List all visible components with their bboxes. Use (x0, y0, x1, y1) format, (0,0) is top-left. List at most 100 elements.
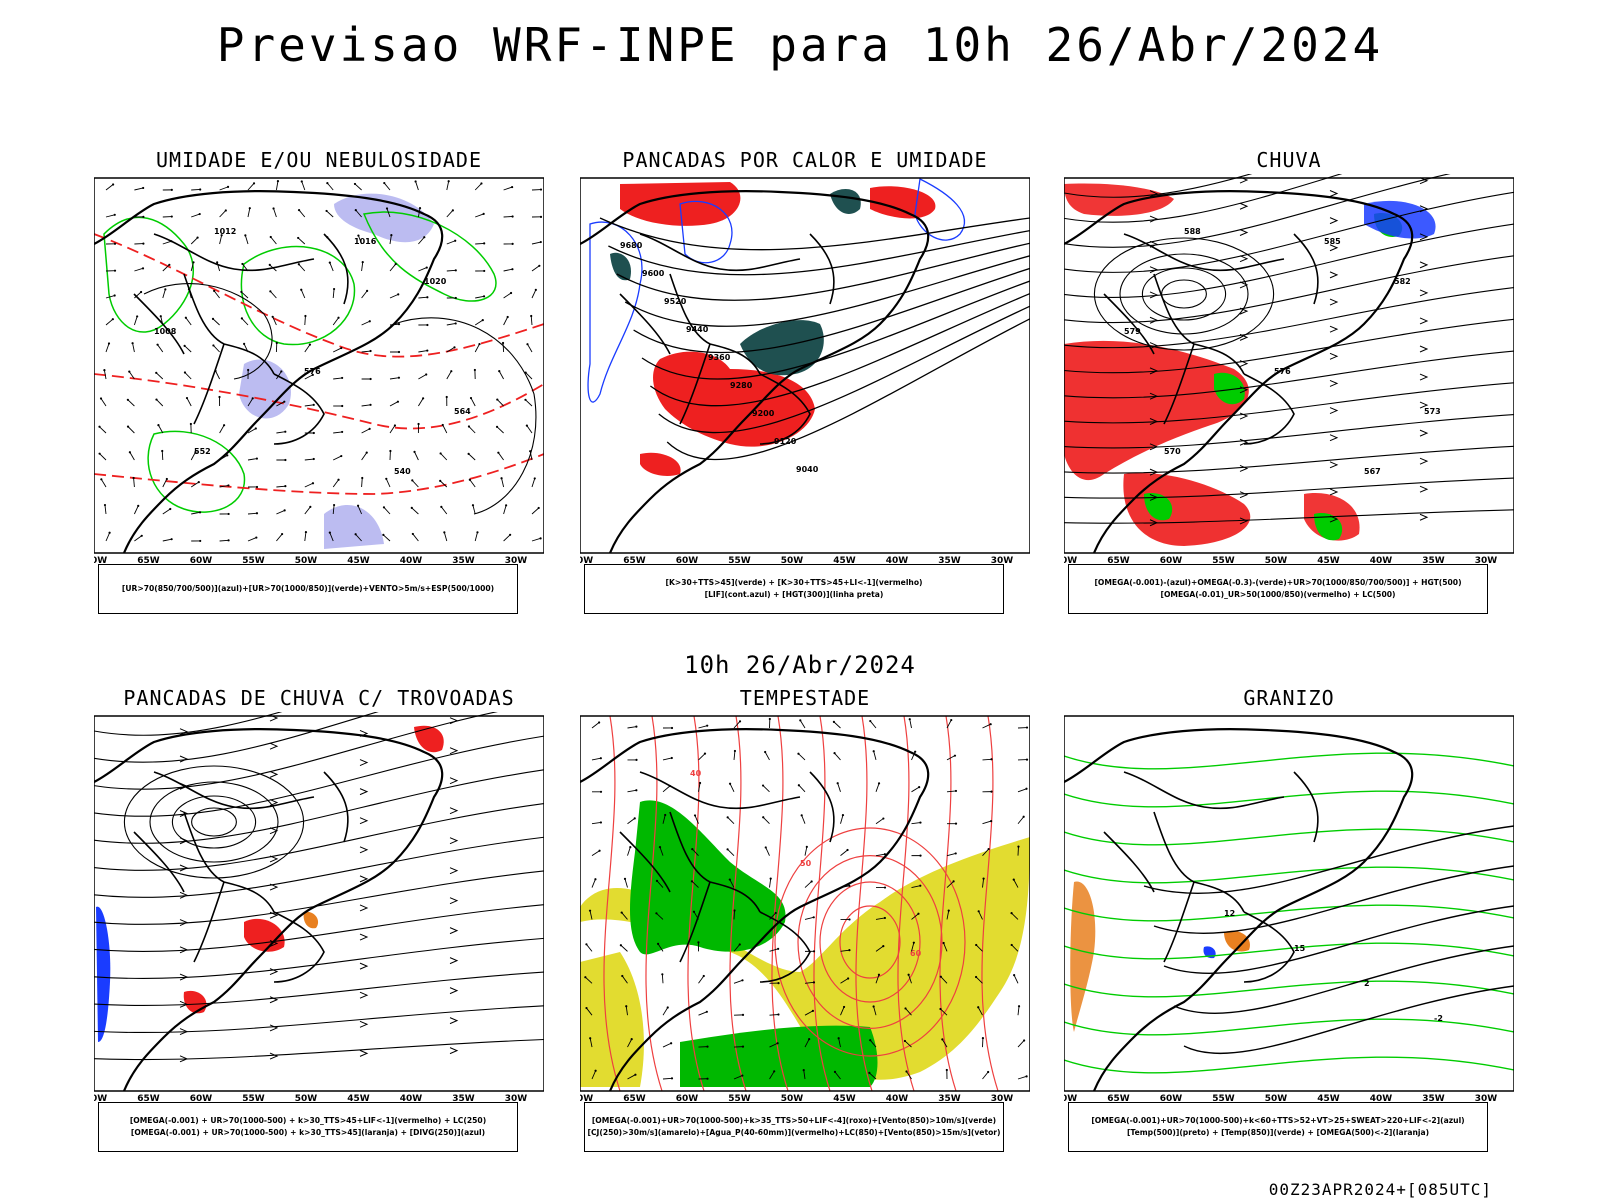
wind-arrow-head (269, 290, 272, 293)
wind-arrow-head (227, 484, 230, 487)
wind-arrow (586, 1007, 593, 1016)
wind-arrow (219, 210, 227, 218)
wind-arrow-head (634, 1073, 637, 1076)
wind-arrow-head (126, 398, 129, 401)
wind-arrow (418, 267, 427, 272)
contour-label: 1008 (154, 327, 177, 336)
wind-arrow-head (211, 317, 215, 320)
black-pressure-contour (393, 317, 537, 515)
orange-omega-area (1070, 881, 1096, 1032)
streamline (94, 937, 544, 979)
lavender-humidity-area (334, 193, 434, 243)
wind-arrow-head (297, 263, 300, 266)
wind-arrow-head (312, 457, 315, 461)
wind-arrow-head (703, 752, 707, 755)
wind-arrow (389, 401, 399, 407)
streamline (94, 1005, 544, 1034)
wind-arrow-head (369, 349, 372, 353)
wind-arrow-head (411, 532, 414, 536)
contour-label: 50 (800, 859, 812, 868)
wind-arrow (503, 216, 513, 218)
wind-arrow (333, 377, 343, 380)
wind-arrow (946, 755, 956, 761)
axis-labels: 12S15S18S21S24S27S30S33S36S39S42S70W65W6… (1064, 1094, 1497, 1102)
wind-arrow-head (341, 376, 344, 380)
wind-arrow (661, 974, 664, 984)
wind-arrow-head (872, 1005, 875, 1008)
wind-arrow-head (222, 424, 226, 427)
wind-arrow-head (168, 263, 171, 266)
wind-arrow-head (738, 943, 741, 946)
wind-arrow-head (539, 188, 543, 191)
wind-arrow (247, 428, 257, 434)
lavender-humidity-area (324, 505, 384, 549)
wind-arrow-head (833, 752, 836, 755)
wind-arrow-head (588, 909, 592, 912)
wind-arrow-head (284, 485, 287, 488)
wind-arrow (1017, 1075, 1027, 1080)
lon-tick-label: 35W (938, 556, 961, 564)
wind-arrow-head (280, 370, 283, 373)
wind-arrow (799, 720, 806, 729)
circulation-ring (123, 765, 305, 879)
wind-arrow-head (777, 982, 780, 985)
orange-storm-area (303, 911, 319, 929)
legend-line: [LIF](cont.azul) + [HGT(300)](linha pret… (704, 590, 884, 599)
red-rain-area (1064, 183, 1174, 216)
streamline (1064, 350, 1514, 399)
contour-label: 576 (1274, 367, 1291, 376)
wind-arrow (496, 399, 504, 407)
wind-arrow-head (977, 1006, 980, 1009)
contour-label: 9600 (642, 269, 665, 278)
wind-arrow-head (990, 758, 993, 761)
wind-arrow (300, 289, 306, 299)
stream-arrow (1419, 261, 1429, 269)
wind-arrow (191, 189, 201, 191)
wind-arrow-head (366, 289, 369, 292)
wind-arrow (440, 506, 448, 515)
wind-arrow (978, 911, 983, 920)
wind-arrow-head (131, 342, 134, 345)
lon-tick-label: 35W (1422, 556, 1445, 564)
streamline (94, 712, 379, 763)
wind-arrow (762, 816, 770, 825)
country-border (1163, 343, 1195, 425)
wind-arrow-head (584, 976, 587, 979)
wind-arrow (662, 814, 666, 824)
wind-arrow (804, 981, 814, 984)
wind-arrow (946, 852, 956, 857)
wind-arrow-head (989, 723, 992, 726)
streamline (94, 735, 544, 817)
wind-arrow-head (382, 533, 385, 537)
wind-arrow (412, 533, 419, 542)
wind-arrow (389, 263, 397, 272)
wind-arrow-head (197, 481, 200, 484)
wind-arrow-head (509, 533, 512, 536)
red-rain-area (1064, 340, 1249, 481)
wind-arrow-head (247, 368, 250, 372)
wind-arrow (215, 370, 221, 380)
country-border (323, 771, 349, 843)
wind-arrow (585, 976, 593, 984)
stream-arrow (359, 846, 369, 854)
lon-tick-label: 40W (400, 556, 423, 564)
wind-arrow-head (410, 506, 413, 509)
wind-arrow (354, 183, 362, 191)
lon-tick-label: 30W (505, 1094, 528, 1102)
wind-arrow (1011, 944, 1019, 952)
wind-arrow-head (337, 478, 340, 481)
stream-arrow (1239, 307, 1249, 315)
panel-title: CHUVA (1256, 148, 1322, 172)
wind-arrow-head (538, 264, 541, 267)
wind-arrow (530, 315, 533, 326)
country-border (639, 233, 801, 272)
wind-arrow-head (251, 397, 254, 400)
wind-arrow (531, 289, 537, 299)
stream-arrow (449, 957, 459, 965)
contour-label: 9360 (708, 353, 731, 362)
wind-arrow-head (357, 234, 360, 237)
wind-arrow (982, 820, 992, 825)
wind-arrow-head (98, 425, 101, 428)
temp500-contours: 12 15 2 -2 (1143, 825, 1514, 1055)
wind-arrow (468, 426, 476, 434)
